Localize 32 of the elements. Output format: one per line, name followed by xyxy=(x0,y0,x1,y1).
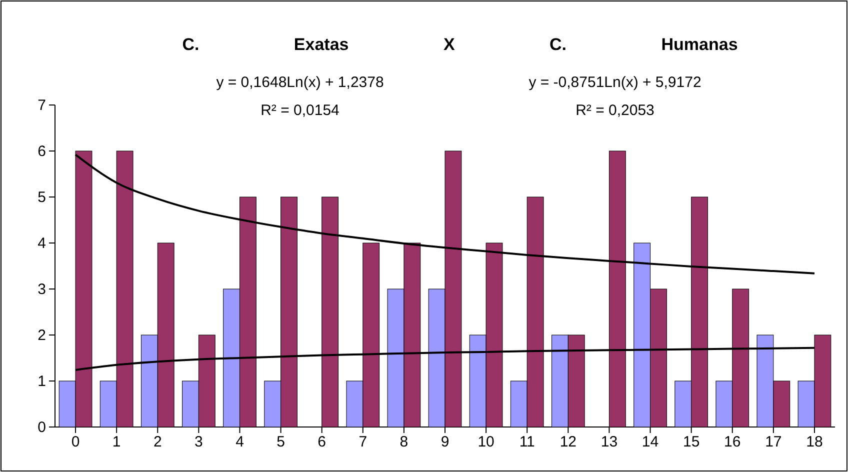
x-tick-label: 18 xyxy=(806,434,823,451)
y-tick-label: 7 xyxy=(38,96,46,114)
x-tick-label: 15 xyxy=(682,434,700,451)
x-tick-label: 13 xyxy=(600,434,618,451)
x-tick-label: 8 xyxy=(400,434,408,451)
x-tick-label: 10 xyxy=(478,434,494,451)
x-tick-label: 16 xyxy=(724,434,741,451)
x-tick-label: 5 xyxy=(276,434,285,451)
y-tick-label: 3 xyxy=(38,280,46,298)
annotation: R² = 0,0154 xyxy=(260,102,340,119)
x-tick-label: 12 xyxy=(560,434,576,451)
y-tick-label: 0 xyxy=(38,418,46,436)
x-tick-label: 7 xyxy=(358,434,368,451)
x-tick-label: 6 xyxy=(318,434,326,451)
x-tick-label: 11 xyxy=(519,434,535,451)
x-tick-label: 4 xyxy=(236,434,244,451)
x-tick-label: 1 xyxy=(112,434,121,451)
chart-title: C. Exatas X C. Humanas xyxy=(182,35,738,54)
x-tick-label: 14 xyxy=(642,434,659,451)
y-tick-label: 5 xyxy=(38,188,46,206)
text: y = -0,8751Ln(x) + 5,9172 xyxy=(528,74,702,91)
y-tick-label: 4 xyxy=(38,234,46,252)
x-tick-label: 3 xyxy=(194,434,203,451)
annotation: R² = 0,2053 xyxy=(576,102,654,119)
x-tick-label: 2 xyxy=(153,434,162,451)
y-tick-label: 6 xyxy=(38,142,46,160)
text: y = 0,1648Ln(x) + 1,2378 xyxy=(216,74,384,91)
y-tick-label: 1 xyxy=(38,372,46,390)
x-tick-label: 0 xyxy=(71,434,80,451)
y-tick-label: 2 xyxy=(38,326,46,344)
x-tick-label: 9 xyxy=(440,434,450,451)
x-tick-label: 17 xyxy=(765,434,782,451)
